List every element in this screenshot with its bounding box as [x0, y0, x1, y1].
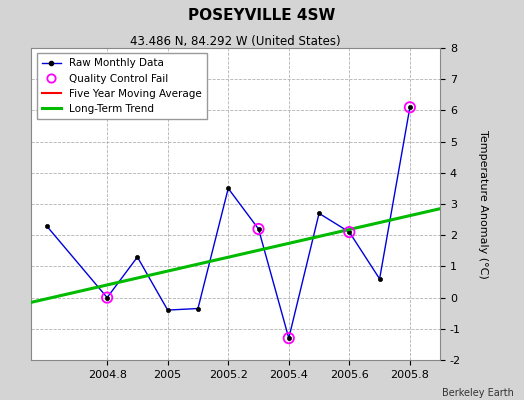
Point [103, 294, 111, 301]
Text: Berkeley Earth: Berkeley Earth [442, 388, 514, 398]
Text: POSEYVILLE 4SW: POSEYVILLE 4SW [188, 8, 336, 23]
Point [285, 335, 293, 341]
Title: 43.486 N, 84.292 W (United States): 43.486 N, 84.292 W (United States) [130, 35, 341, 48]
Point [345, 229, 354, 235]
Legend: Raw Monthly Data, Quality Control Fail, Five Year Moving Average, Long-Term Tren: Raw Monthly Data, Quality Control Fail, … [37, 53, 207, 119]
Point [406, 104, 414, 110]
Y-axis label: Temperature Anomaly (°C): Temperature Anomaly (°C) [478, 130, 488, 278]
Point [254, 226, 263, 232]
